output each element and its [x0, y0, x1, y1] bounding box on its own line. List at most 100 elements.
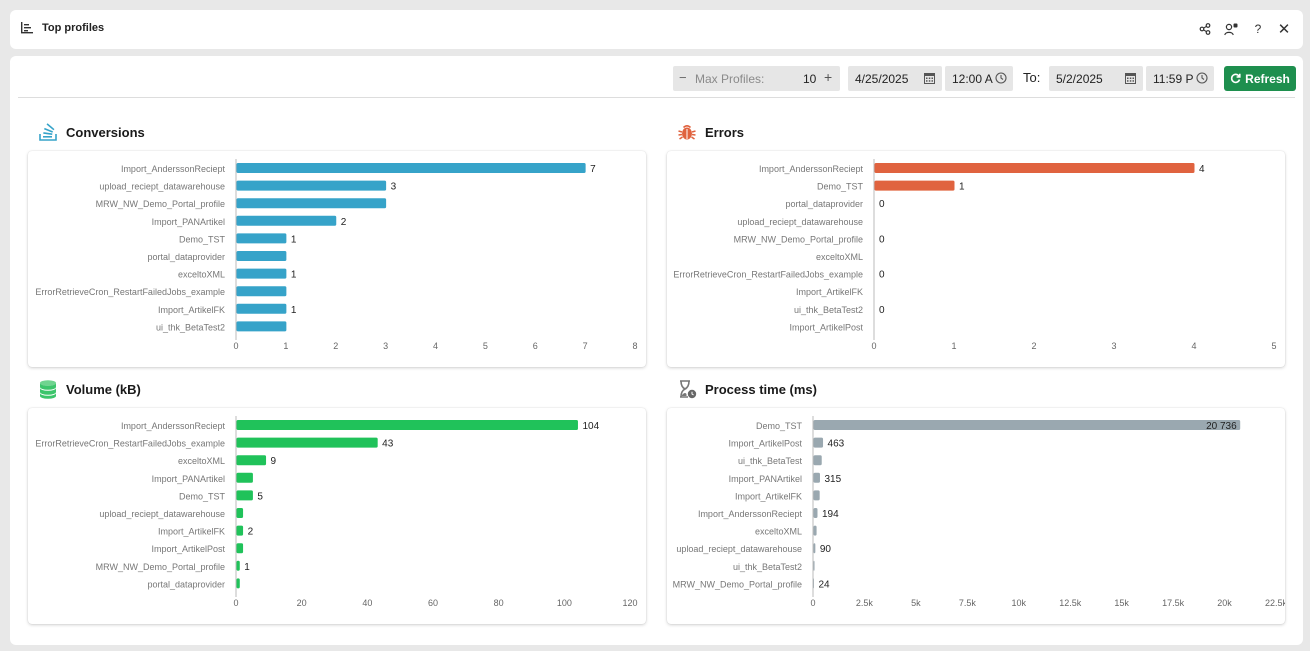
x-tick-label: 0 — [233, 598, 238, 608]
bar[interactable] — [236, 472, 253, 483]
increment-button[interactable]: + — [824, 69, 833, 85]
from-date-input[interactable]: 4/25/2025 — [848, 66, 942, 91]
clock-icon[interactable] — [1196, 72, 1208, 84]
volume-chart: Import_AnderssonReciept 104 ErrorRetrieveC… — [28, 408, 646, 624]
bar[interactable] — [813, 508, 818, 518]
bar[interactable] — [813, 525, 817, 536]
bar[interactable] — [813, 543, 816, 554]
clock-icon[interactable] — [995, 72, 1007, 84]
to-time-input[interactable]: 11:59 P — [1146, 66, 1214, 91]
help-icon[interactable]: ? — [1254, 22, 1262, 36]
category-label: exceltoXML — [755, 527, 802, 537]
bar[interactable] — [236, 578, 240, 589]
category-label: ErrorRetrieveCron_RestartFailedJobs_exam… — [35, 439, 225, 449]
data-label: 43 — [382, 439, 394, 450]
chart-list-icon — [21, 22, 33, 34]
bar[interactable] — [236, 543, 244, 554]
from-time-value: 12:00 A — [952, 72, 993, 86]
data-label: 4 — [1199, 164, 1205, 175]
to-date-value: 5/2/2025 — [1056, 72, 1103, 86]
bar[interactable] — [236, 268, 287, 279]
data-label: 194 — [822, 509, 839, 520]
data-label: 20 736 — [1206, 421, 1237, 432]
bar[interactable] — [236, 233, 287, 244]
conversions-title: Conversions — [66, 125, 145, 140]
title-bar: Top profiles ? ✕ — [10, 10, 1303, 49]
category-label: Import_AnderssonReciept — [121, 164, 226, 174]
bar[interactable] — [236, 525, 244, 536]
x-tick-label: 60 — [428, 598, 438, 608]
category-label: portal_dataprovider — [147, 252, 225, 262]
category-label: Import_PANArtikel — [729, 474, 802, 484]
x-tick-label: 1 — [951, 341, 956, 351]
x-tick-label: 3 — [1111, 341, 1116, 351]
data-label: 0 — [879, 305, 885, 316]
bar[interactable] — [874, 163, 1195, 173]
max-profiles-label: Max Profiles: — [695, 72, 765, 86]
category-label: ErrorRetrieveCron_RestartFailedJobs_exam… — [673, 270, 863, 280]
bar[interactable] — [813, 437, 824, 448]
max-profiles-value[interactable]: 10 — [803, 72, 817, 86]
bar[interactable] — [236, 455, 267, 466]
user-settings-icon[interactable] — [1223, 21, 1239, 37]
category-label: Import_ArtikelFK — [796, 287, 863, 297]
bar[interactable] — [813, 560, 815, 571]
to-date-input[interactable]: 5/2/2025 — [1049, 66, 1143, 91]
bar[interactable] — [236, 560, 240, 571]
bar[interactable] — [236, 286, 287, 297]
x-tick-label: 5 — [1271, 341, 1276, 351]
bar[interactable] — [236, 163, 586, 173]
data-label: 90 — [820, 544, 832, 555]
stack-flow-icon — [39, 123, 57, 141]
refresh-button[interactable]: Refresh — [1224, 66, 1296, 91]
bar[interactable] — [813, 420, 1241, 430]
decrement-button[interactable]: − — [679, 70, 687, 85]
bar[interactable] — [236, 215, 337, 226]
bar[interactable] — [236, 251, 287, 261]
bar[interactable] — [874, 180, 955, 191]
data-label: 463 — [828, 439, 845, 450]
bar[interactable] — [236, 508, 244, 518]
close-icon[interactable]: ✕ — [1277, 21, 1291, 38]
x-tick-label: 17.5k — [1162, 598, 1185, 608]
category-label: Import_ArtikelFK — [158, 305, 225, 315]
data-label: 3 — [391, 182, 397, 193]
x-tick-label: 100 — [557, 598, 572, 608]
bar[interactable] — [813, 455, 822, 466]
x-tick-label: 20k — [1217, 598, 1232, 608]
from-time-input[interactable]: 12:00 A — [945, 66, 1013, 91]
data-label: 2 — [341, 217, 347, 228]
data-label: 5 — [257, 491, 263, 502]
bar[interactable] — [236, 321, 287, 332]
volume-title: Volume (kB) — [66, 382, 141, 397]
bar[interactable] — [813, 472, 820, 483]
database-icon — [40, 380, 56, 399]
bar[interactable] — [236, 490, 253, 501]
window-title: Top profiles — [42, 22, 105, 34]
max-profiles-stepper[interactable]: − Max Profiles: 10 + — [673, 66, 840, 91]
category-label: ui_thk_BetaTest2 — [156, 322, 225, 332]
bar[interactable] — [236, 437, 378, 448]
data-label: 9 — [271, 456, 277, 467]
x-tick-label: 0 — [810, 598, 815, 608]
x-tick-label: 5 — [483, 341, 488, 351]
bar[interactable] — [813, 490, 820, 501]
x-tick-label: 2.5k — [856, 598, 874, 608]
data-label: 1 — [291, 305, 297, 316]
category-label: upload_reciept_datawarehouse — [99, 509, 225, 519]
bar[interactable] — [236, 180, 387, 191]
x-tick-label: 7 — [583, 341, 588, 351]
x-tick-label: 80 — [494, 598, 504, 608]
calendar-icon[interactable] — [1125, 72, 1136, 84]
bar[interactable] — [236, 303, 287, 314]
data-label: 315 — [824, 474, 841, 485]
calendar-icon[interactable] — [924, 72, 935, 84]
x-tick-label: 1 — [283, 341, 288, 351]
category-label: ui_thk_BetaTest — [738, 456, 803, 466]
bar[interactable] — [236, 420, 578, 430]
share-icon[interactable] — [1197, 21, 1213, 37]
hourglass-clock-icon — [680, 380, 697, 399]
category-label: MRW_NW_Demo_Portal_profile — [734, 234, 863, 244]
bar[interactable] — [236, 198, 387, 209]
category-label: portal_dataprovider — [785, 199, 863, 209]
